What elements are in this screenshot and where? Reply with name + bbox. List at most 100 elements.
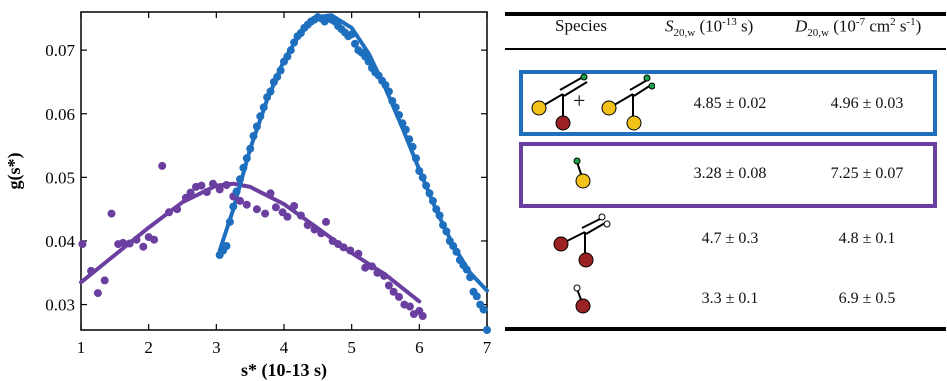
row-1-highlight-box [519, 70, 937, 136]
series-1-point [197, 181, 206, 190]
series-2-point [442, 227, 451, 236]
y-tick-label: 0.03 [45, 296, 75, 315]
row-2-highlight-box [519, 142, 937, 208]
series-1-point [93, 289, 102, 298]
series-1-point [125, 239, 134, 248]
species-table: Species S20,w (10-13 s) D20,w (10-7 cm2 … [505, 0, 947, 381]
series-1-point [119, 238, 127, 247]
series-2-point [428, 196, 437, 205]
x-tick-label: 4 [280, 338, 289, 357]
y-tick-label: 0.05 [45, 168, 75, 187]
series-2-point [391, 103, 400, 112]
series-1-point [322, 217, 330, 226]
series-2-point [483, 326, 491, 334]
row-2-s-value: 3.28 ± 0.08 [693, 165, 767, 182]
series-1-point [139, 242, 148, 251]
series-2-point [290, 38, 299, 47]
row-2-d-value: 7.25 ± 0.07 [830, 165, 904, 182]
series-1-point [310, 225, 319, 234]
x-tick-label: 5 [347, 338, 356, 357]
series-2-point [384, 87, 393, 96]
row-3-s-value: 4.7 ± 0.3 [701, 230, 759, 247]
table-header-rule [505, 48, 946, 50]
series-1-point [242, 200, 251, 209]
x-tick-label: 6 [415, 338, 424, 357]
series-2-point [418, 173, 427, 182]
row-4-d-value: 6.9 ± 0.5 [838, 290, 896, 307]
series-1-point [266, 189, 275, 198]
series-1-point [202, 188, 211, 196]
series-1-point [354, 249, 363, 258]
dimer-plus-sign: + [573, 88, 586, 113]
series-1-point [373, 268, 382, 277]
series-2-point [405, 135, 414, 144]
series-2-point [242, 154, 251, 163]
dimer-structure-icon [531, 73, 655, 131]
series-2-point [249, 132, 258, 140]
series-1-point [296, 211, 305, 220]
row-4-s-value: 3.3 ± 0.1 [701, 290, 759, 307]
row-1-d-value: 4.96 ± 0.03 [830, 95, 904, 112]
x-tick-label: 1 [77, 338, 86, 357]
series-2-point [452, 247, 461, 256]
series-1-point [173, 205, 182, 214]
series-2-point [462, 265, 471, 274]
header-species: Species [555, 16, 607, 35]
series-2-point [276, 66, 285, 75]
series-2-point [388, 97, 397, 105]
header-diffusion: D20,w (10-7 cm2 s-1) [795, 16, 922, 40]
series-1-point [290, 202, 299, 210]
series-2-point [266, 87, 275, 96]
x-tick-label: 7 [483, 338, 492, 357]
series-2-point [479, 305, 488, 314]
series-2-point [472, 292, 481, 301]
series-1-point [78, 240, 87, 249]
series-1-point [368, 262, 376, 271]
series-2-point [256, 112, 265, 121]
series-2-point [347, 30, 356, 39]
series-2-point [422, 181, 431, 190]
table-bottom-rule [505, 327, 946, 331]
series-2-point [273, 72, 282, 81]
series-2-point [398, 119, 407, 128]
series-2-point [439, 221, 447, 230]
series-2-point [466, 273, 475, 282]
series-2-point [395, 111, 403, 119]
series-2-point [232, 187, 241, 196]
series-1-point [132, 235, 141, 244]
series-1-point [215, 185, 224, 194]
row-3-d-value: 4.8 ± 0.1 [838, 230, 896, 247]
x-tick-label: 3 [212, 338, 221, 357]
x-axis-label: s* (10-13 s) [241, 360, 327, 381]
dimer-red-structure-icon [553, 213, 611, 268]
series-1-point [107, 209, 116, 218]
series-1-point [361, 263, 370, 272]
series-1-point [186, 188, 195, 197]
x-tick-label: 2 [144, 338, 153, 357]
series-2-point [432, 205, 441, 214]
table-top-rule [505, 12, 946, 16]
series-1-point [181, 193, 190, 202]
series-2-point [412, 154, 420, 163]
series-2-point [449, 242, 458, 250]
series-1-point [261, 209, 270, 218]
series-1-point [418, 312, 427, 320]
series-1-point [389, 287, 398, 296]
series-2-point [381, 81, 390, 90]
series-1-point [222, 181, 231, 189]
series-2-point [283, 52, 292, 61]
series-1-point [252, 205, 261, 214]
series-1-point [339, 243, 348, 252]
series-2-point [286, 46, 295, 55]
series-1-point [283, 212, 292, 221]
series-2-point [415, 167, 424, 175]
series-1-point [158, 161, 167, 170]
series-1-point [405, 302, 414, 311]
sedimentation-chart: 1 2 3 4 5 6 7 0.03 0.04 0.05 0.06 0.07 s* (10-13 s)… [4, 11, 492, 381]
series-1-point [165, 208, 173, 217]
series-1-point [380, 271, 389, 280]
series-1-point [317, 229, 326, 238]
y-tick-label: 0.06 [45, 105, 75, 124]
series-2-point [225, 217, 234, 226]
series-2-point [229, 202, 238, 211]
